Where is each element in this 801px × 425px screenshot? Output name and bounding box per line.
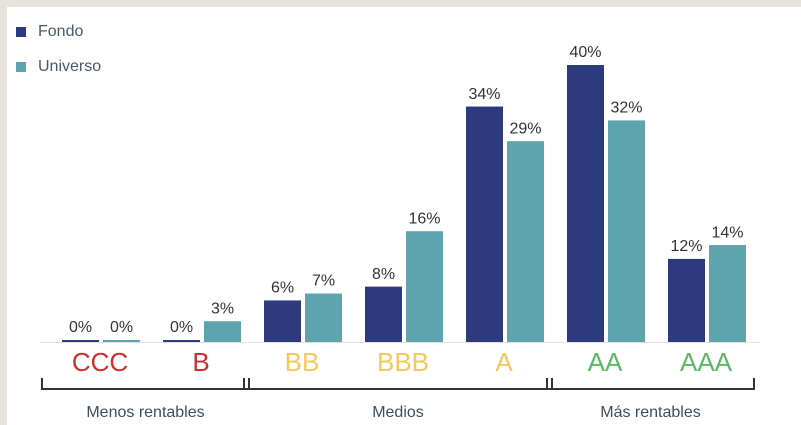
data-label: 32% — [610, 100, 642, 117]
data-label: 0% — [170, 319, 193, 336]
category-label: B — [192, 347, 209, 377]
bar — [466, 106, 503, 342]
legend-swatch — [16, 62, 26, 72]
bar — [103, 340, 140, 342]
legend-label: Fondo — [38, 23, 83, 40]
group-label: Más rentables — [600, 404, 701, 421]
data-label: 14% — [711, 224, 743, 241]
category-label: BBB — [377, 347, 429, 377]
data-label: 0% — [69, 319, 92, 336]
data-label: 7% — [312, 273, 335, 290]
bar — [668, 258, 705, 342]
data-label: 8% — [372, 266, 395, 283]
data-label: 3% — [211, 300, 234, 317]
data-label: 40% — [569, 44, 601, 61]
category-label: CCC — [72, 347, 128, 377]
bar — [163, 340, 200, 342]
panel — [7, 7, 801, 425]
bar — [507, 141, 544, 342]
group-bracket — [243, 378, 553, 390]
category-label: BB — [285, 347, 320, 377]
bar — [608, 120, 645, 343]
bar — [305, 293, 342, 342]
legend-label: Universo — [38, 58, 101, 75]
bar — [204, 321, 241, 342]
bar — [567, 65, 604, 342]
legend-swatch — [16, 27, 26, 37]
data-label: 0% — [110, 319, 133, 336]
group-bracket — [41, 378, 250, 390]
data-label: 12% — [670, 238, 702, 255]
group-label: Menos rentables — [86, 404, 204, 421]
bar — [709, 245, 746, 342]
category-label: AAA — [680, 347, 733, 377]
data-label: 29% — [509, 120, 541, 137]
data-label: 6% — [271, 280, 294, 297]
category-label: AA — [588, 347, 623, 377]
data-label: 34% — [468, 86, 500, 103]
bar — [264, 300, 301, 342]
category-label: A — [495, 347, 513, 377]
data-label: 16% — [408, 210, 440, 227]
group-label: Medios — [372, 404, 424, 421]
bar — [365, 286, 402, 342]
bar — [406, 231, 443, 342]
bar — [62, 340, 99, 342]
group-bracket — [546, 378, 755, 390]
